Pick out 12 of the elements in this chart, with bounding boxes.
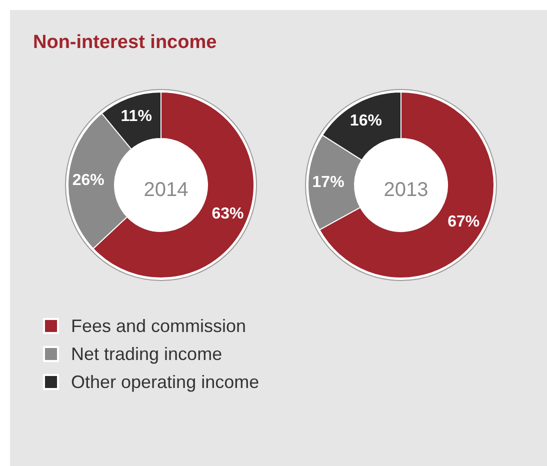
data-label: 16% xyxy=(350,112,382,130)
data-label: 63% xyxy=(212,205,244,222)
data-label: 11% xyxy=(120,108,152,126)
text: 2014 xyxy=(144,179,188,201)
data-label: 67% xyxy=(448,214,480,231)
text: 2013 xyxy=(384,179,428,201)
text: Non-interest income xyxy=(33,32,217,53)
legend-label: Fees and commission xyxy=(71,316,246,336)
legend-label: Net trading income xyxy=(71,344,222,364)
legend-label: Other operating income xyxy=(71,372,260,392)
data-label: 17% xyxy=(312,174,344,192)
data-label: 26% xyxy=(72,172,104,189)
